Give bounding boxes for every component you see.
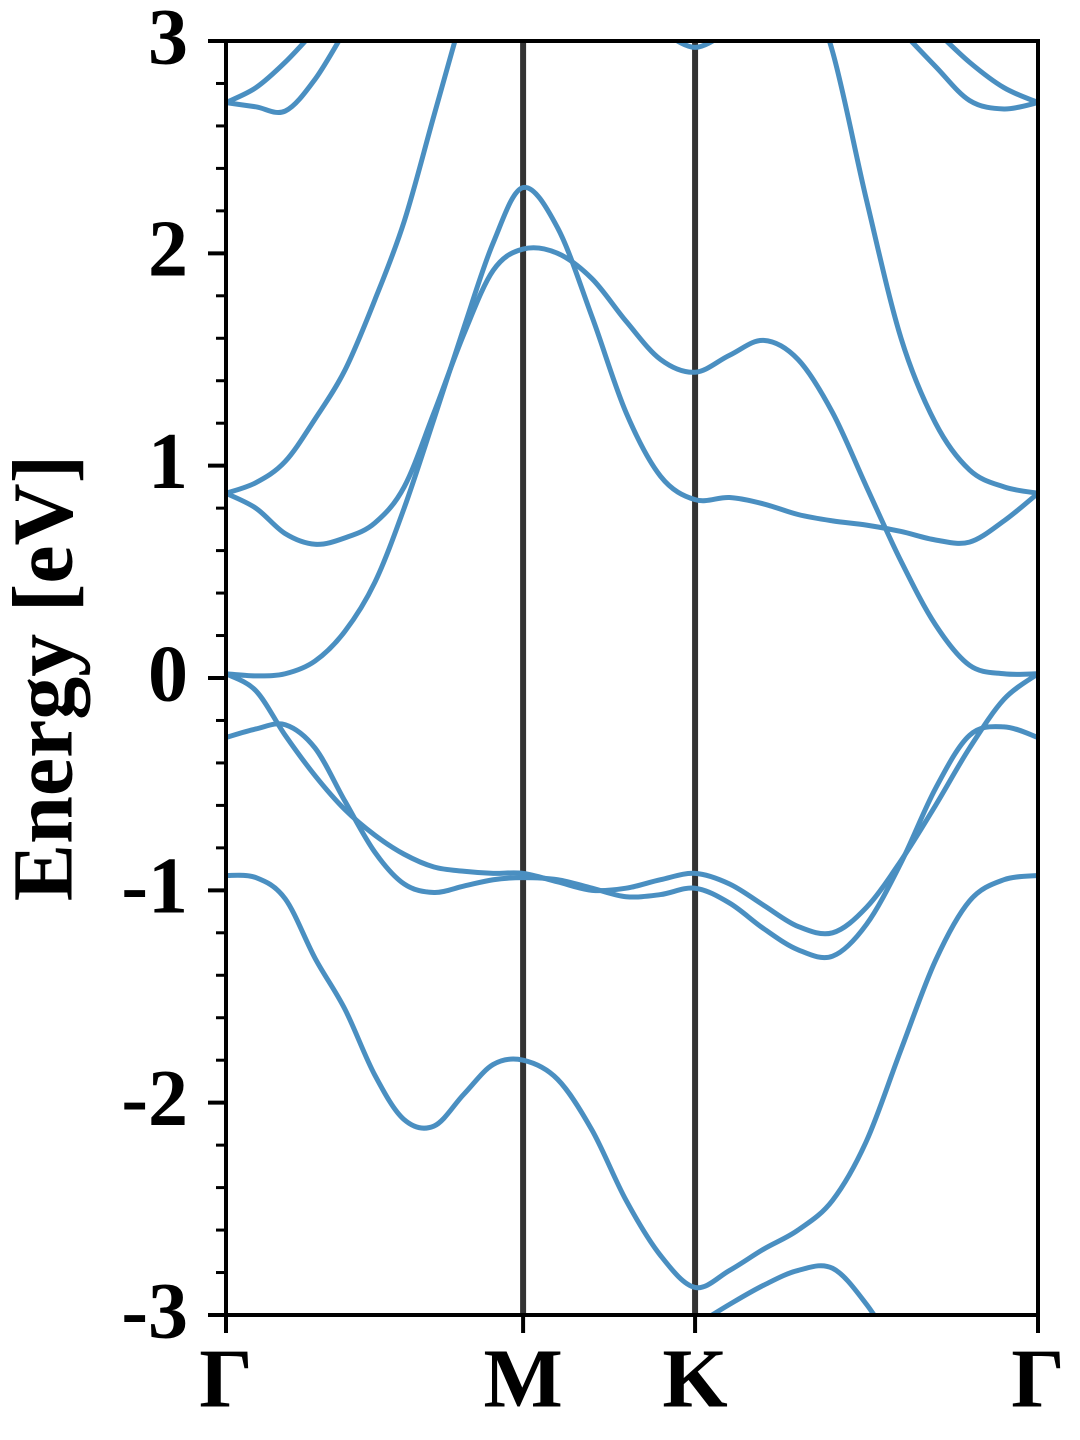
band-line: [826, 41, 1038, 496]
band-line: [226, 872, 1038, 1291]
y-tick-label: 1: [148, 418, 188, 506]
plot-area: [226, 41, 1038, 1315]
y-tick-label: 2: [148, 206, 188, 294]
band-line: [907, 41, 1038, 112]
band-line: [226, 41, 458, 496]
y-tick-label: 3: [148, 0, 188, 81]
axes-frame: [224, 39, 1040, 1317]
x-tick-label: M: [483, 1332, 562, 1425]
y-tick-label: -1: [121, 843, 188, 931]
band-line: [226, 41, 309, 106]
y-tick-label: 0: [148, 630, 188, 718]
band-line: [226, 245, 1038, 677]
band-line: [942, 41, 1038, 106]
y-axis-title: Energy [eV]: [0, 455, 91, 902]
x-tick-label: Γ: [199, 1332, 252, 1425]
y-tick-label: -2: [121, 1055, 188, 1143]
band-line: [226, 721, 1038, 961]
band-line: [707, 1263, 878, 1315]
x-tick-label: Γ: [1011, 1332, 1064, 1425]
band-line: [226, 41, 342, 116]
y-tick-label: -3: [121, 1267, 188, 1355]
band-line: [672, 41, 718, 50]
x-tick-label: K: [662, 1332, 727, 1425]
band-line: [226, 185, 1038, 679]
